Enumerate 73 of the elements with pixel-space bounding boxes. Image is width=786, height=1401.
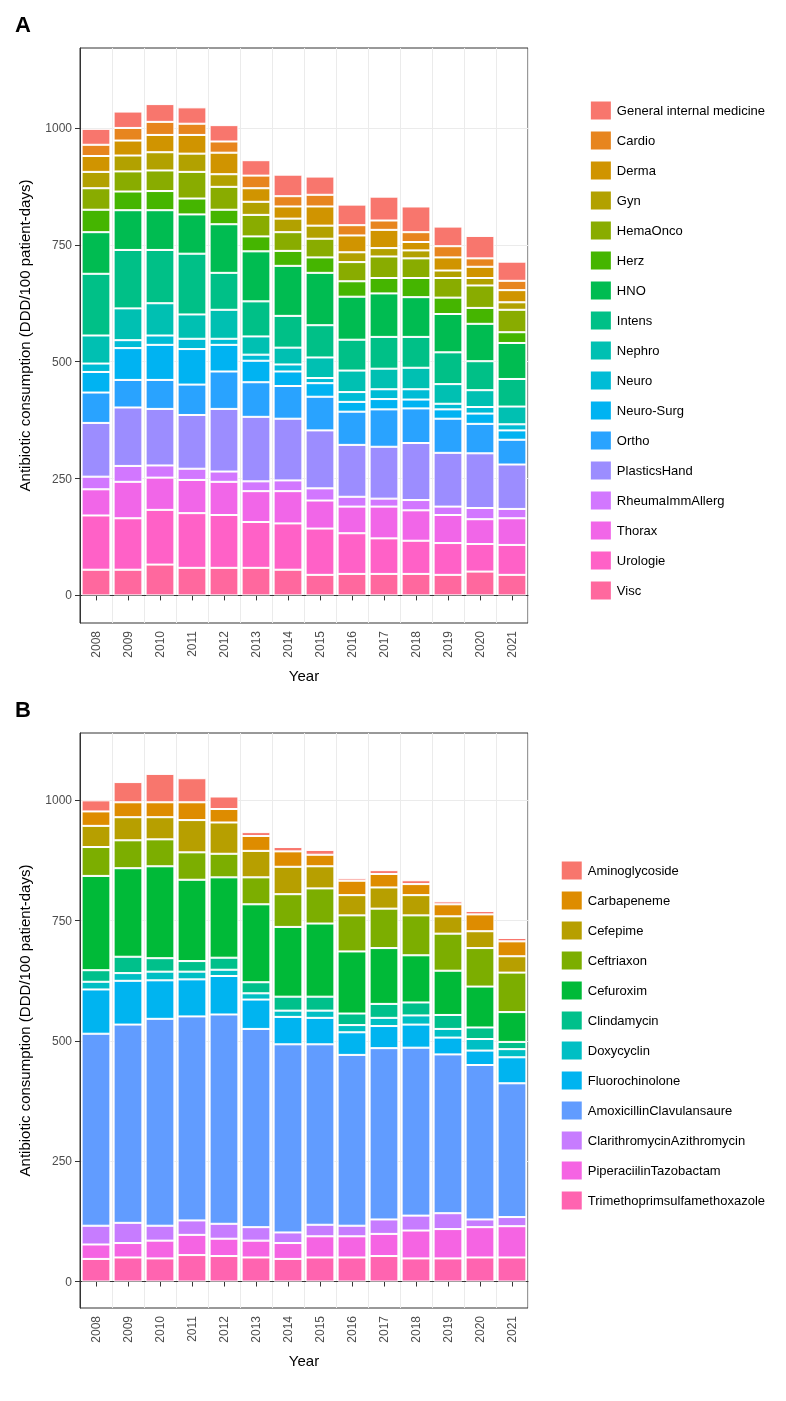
x-axis-title: Year <box>288 1352 320 1369</box>
legend-label: AmoxicillinClavulansaure <box>587 1103 733 1118</box>
y-tick-label: 250 <box>51 1154 73 1169</box>
legend-label: Urologie <box>616 553 666 568</box>
legend-label: Gyn <box>616 193 641 208</box>
x-tick-label: 2018 <box>409 630 423 658</box>
legend-label: ClarithromycinAzithromycin <box>587 1133 746 1148</box>
y-tick-label: 750 <box>51 913 73 928</box>
legend-label: Visc <box>616 583 642 598</box>
legend-label: Thorax <box>616 523 658 538</box>
legend-label: Fluorochinolone <box>587 1073 681 1088</box>
legend-label: Ortho <box>616 433 650 448</box>
x-tick-label: 2011 <box>185 1315 199 1342</box>
x-tick-label: 2010 <box>153 1315 167 1343</box>
x-tick-label: 2011 <box>185 630 199 657</box>
x-tick-label: 2014 <box>281 630 295 658</box>
y-tick-label: 0 <box>65 588 73 603</box>
y-tick-label: 750 <box>51 237 73 252</box>
y-axis-title: Antibiotic consumption (DDD/100 patient-days) <box>16 864 33 1177</box>
legend-label: Aminoglycoside <box>587 863 679 878</box>
legend-label: Nephro <box>616 343 660 358</box>
legend-label: Cefepime <box>587 923 644 938</box>
x-tick-label: 2013 <box>249 1315 263 1343</box>
legend-label: Ceftriaxon <box>587 953 647 968</box>
legend-label: HemaOnco <box>616 223 683 238</box>
y-tick-label: 500 <box>51 1033 73 1048</box>
legend-label: PiperaciilinTazobactam <box>587 1163 721 1178</box>
y-tick-label: 1000 <box>45 120 73 135</box>
legend-label: Clindamycin <box>587 1013 659 1028</box>
legend-label: Cardio <box>616 133 656 148</box>
x-tick-label: 2020 <box>473 630 487 658</box>
x-tick-label: 2016 <box>345 630 359 658</box>
x-axis-title: Year <box>288 667 320 684</box>
x-tick-label: 2019 <box>441 630 455 658</box>
chart-title: A <box>15 11 31 37</box>
x-tick-label: 2008 <box>89 630 103 658</box>
chart-title: B <box>15 696 31 722</box>
x-tick-label: 2021 <box>505 630 519 658</box>
x-tick-label: 2015 <box>313 1315 327 1343</box>
x-tick-label: 2012 <box>217 1315 231 1343</box>
y-tick-label: 1000 <box>45 793 73 808</box>
legend-label: PlasticsHand <box>616 463 693 478</box>
legend-label: Trimethoprimsulfamethoxazole <box>587 1193 766 1208</box>
legend-label: Intens <box>616 313 653 328</box>
legend-label: Neuro-Surg <box>616 403 685 418</box>
x-tick-label: 2009 <box>121 1315 135 1343</box>
x-tick-label: 2018 <box>409 1315 423 1343</box>
y-tick-label: 500 <box>51 354 73 369</box>
x-tick-label: 2008 <box>89 1315 103 1343</box>
legend-label: Cefuroxim <box>587 983 647 998</box>
legend-label: General internal medicine <box>616 103 766 118</box>
y-tick-label: 250 <box>51 471 73 486</box>
legend-label: Doxycyclin <box>587 1043 650 1058</box>
x-tick-label: 2009 <box>121 630 135 658</box>
x-tick-label: 2020 <box>473 1315 487 1343</box>
legend-label: Derma <box>616 163 657 178</box>
x-tick-label: 2010 <box>153 630 167 658</box>
y-axis-title: Antibiotic consumption (DDD/100 patient-days) <box>16 179 33 492</box>
x-tick-label: 2021 <box>505 1315 519 1343</box>
legend-label: Carbapeneme <box>587 893 671 908</box>
x-tick-label: 2017 <box>377 1315 391 1343</box>
x-tick-label: 2017 <box>377 630 391 658</box>
legend-label: RheumaImmAllerg <box>616 493 725 508</box>
x-tick-label: 2013 <box>249 630 263 658</box>
x-tick-label: 2014 <box>281 1315 295 1343</box>
legend-label: HNO <box>616 283 646 298</box>
y-tick-label: 0 <box>65 1274 73 1289</box>
x-tick-label: 2019 <box>441 1315 455 1343</box>
x-tick-label: 2016 <box>345 1315 359 1343</box>
x-tick-label: 2012 <box>217 630 231 658</box>
legend-label: Herz <box>616 253 645 268</box>
legend-label: Neuro <box>616 373 653 388</box>
x-tick-label: 2015 <box>313 630 327 658</box>
